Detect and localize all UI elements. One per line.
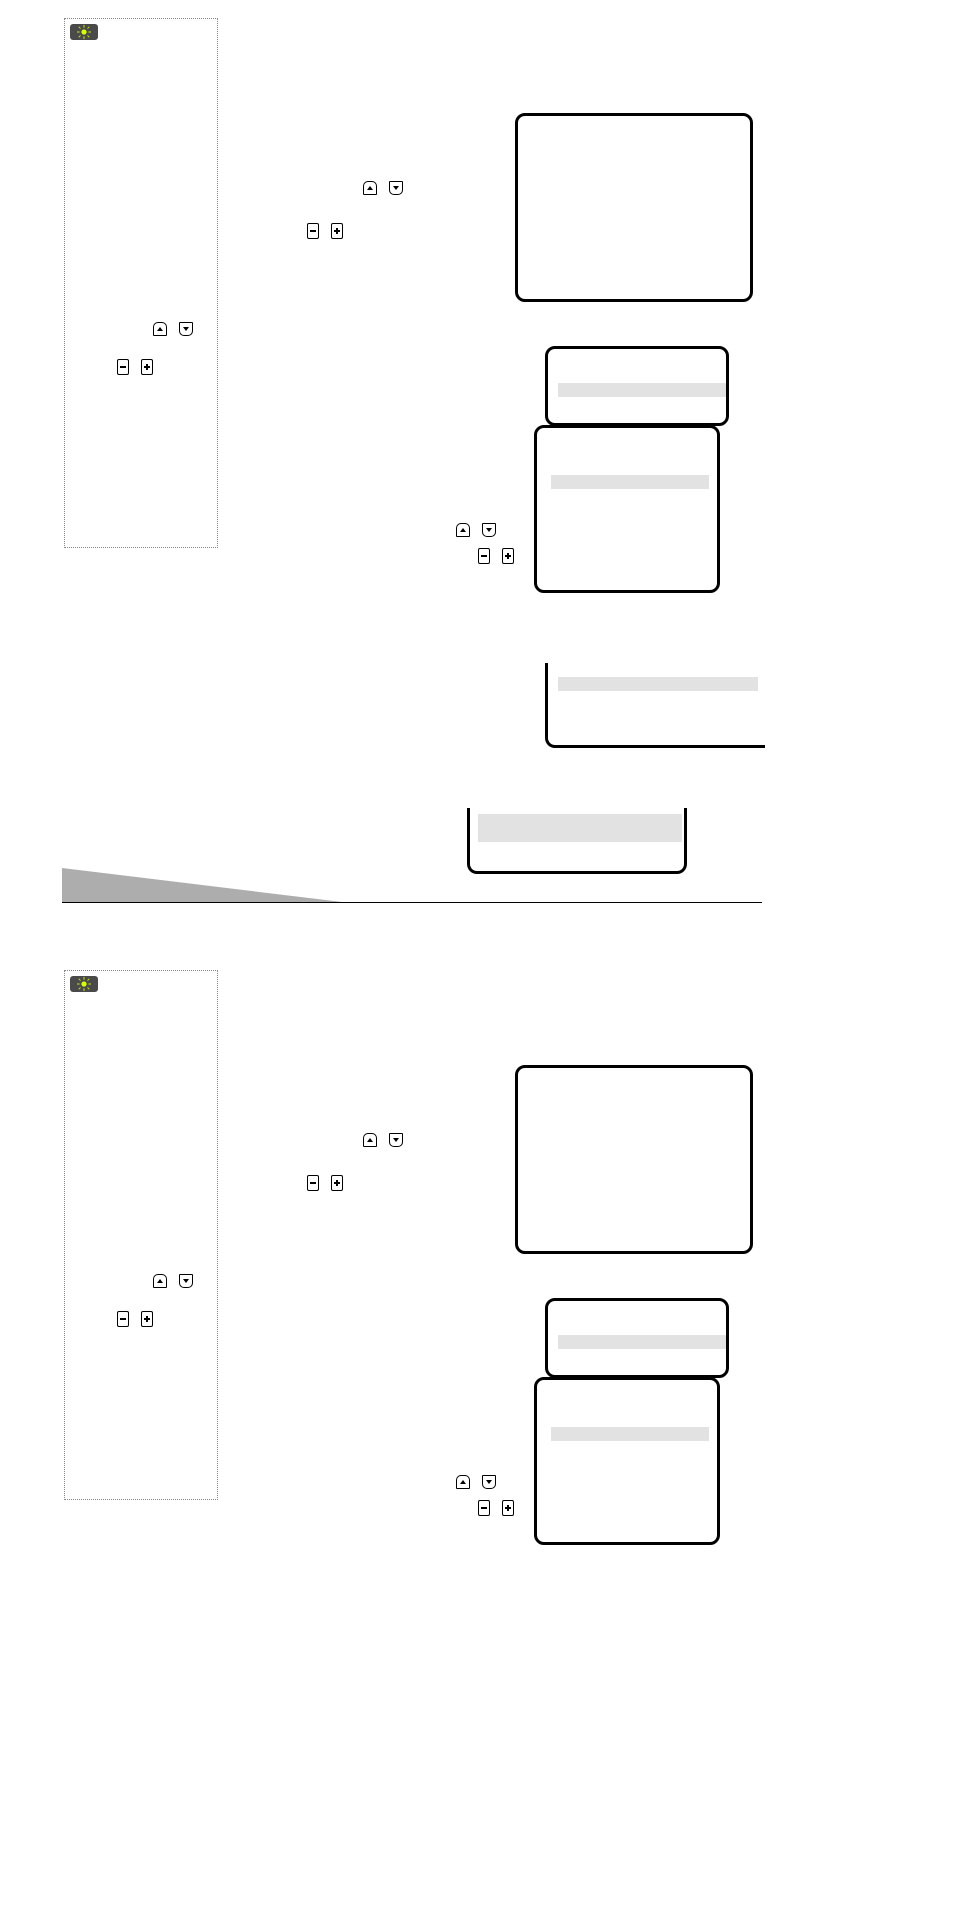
plus-button[interactable]	[331, 1175, 343, 1191]
stepper-updown	[153, 1274, 193, 1288]
stepper-plusminus	[117, 1311, 153, 1327]
placeholder-bar	[551, 1427, 709, 1441]
step-down-button[interactable]	[389, 1133, 403, 1147]
preview-box-small-1	[545, 346, 729, 426]
placeholder-bar	[551, 475, 709, 489]
step-down-button[interactable]	[482, 1475, 496, 1489]
placeholder-bar	[558, 383, 726, 397]
step-up-button[interactable]	[363, 1133, 377, 1147]
step-down-button[interactable]	[389, 181, 403, 195]
stepper-plusminus	[478, 548, 514, 564]
minus-button[interactable]	[117, 359, 129, 375]
preview-box-large	[515, 1065, 753, 1254]
stepper-updown	[153, 322, 193, 336]
section-divider	[62, 902, 762, 903]
step-up-button[interactable]	[456, 1475, 470, 1489]
plus-button[interactable]	[141, 359, 153, 375]
preview-box-open-top	[467, 808, 687, 874]
step-up-button[interactable]	[153, 1274, 167, 1288]
light-icon	[70, 976, 98, 992]
preview-box-open-tr	[545, 663, 765, 748]
placeholder-bar	[558, 677, 758, 691]
inspector-panel-2	[64, 970, 218, 1500]
step-up-button[interactable]	[363, 181, 377, 195]
stepper-plusminus	[307, 223, 343, 239]
preview-box-medium	[534, 425, 720, 593]
placeholder-bar	[478, 814, 682, 842]
preview-box-small-1	[545, 1298, 729, 1378]
step-up-button[interactable]	[456, 523, 470, 537]
plus-button[interactable]	[331, 223, 343, 239]
stepper-plusminus	[117, 359, 153, 375]
stepper-plusminus	[307, 1175, 343, 1191]
stepper-updown	[456, 523, 496, 537]
plus-button[interactable]	[141, 1311, 153, 1327]
placeholder-bar	[558, 1335, 726, 1349]
stepper-updown	[363, 181, 403, 195]
minus-button[interactable]	[307, 223, 319, 239]
step-down-button[interactable]	[179, 322, 193, 336]
minus-button[interactable]	[478, 548, 490, 564]
stepper-updown	[456, 1475, 496, 1489]
step-down-button[interactable]	[179, 1274, 193, 1288]
minus-button[interactable]	[117, 1311, 129, 1327]
inspector-panel-1	[64, 18, 218, 548]
shadow-wedge	[62, 868, 342, 902]
stepper-updown	[363, 1133, 403, 1147]
plus-button[interactable]	[502, 1500, 514, 1516]
step-down-button[interactable]	[482, 523, 496, 537]
preview-box-medium	[534, 1377, 720, 1545]
light-icon	[70, 24, 98, 40]
minus-button[interactable]	[307, 1175, 319, 1191]
minus-button[interactable]	[478, 1500, 490, 1516]
plus-button[interactable]	[502, 548, 514, 564]
stepper-plusminus	[478, 1500, 514, 1516]
step-up-button[interactable]	[153, 322, 167, 336]
preview-box-large	[515, 113, 753, 302]
